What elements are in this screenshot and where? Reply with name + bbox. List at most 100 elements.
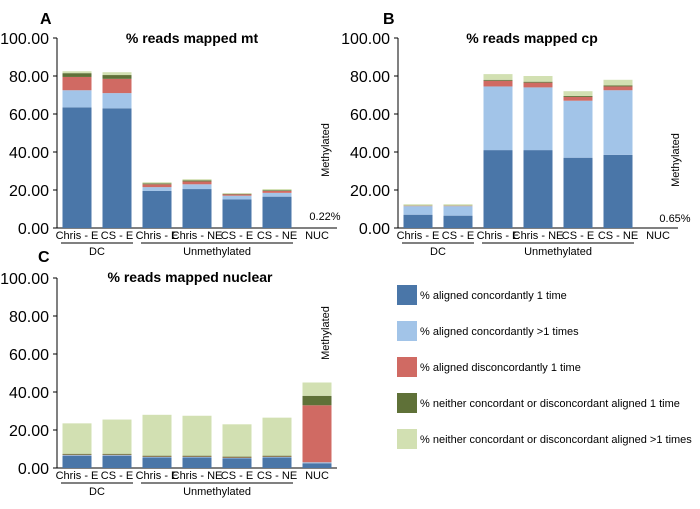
bar-segment-A-0-2 [62, 76, 92, 91]
x-tick-label: Chris - NE [513, 230, 564, 242]
group-label: DC [89, 486, 105, 498]
y-tick-label: 0.00 [359, 221, 390, 238]
bar-segment-C-0-1 [62, 455, 92, 456]
bar-segment-C-5-1 [262, 456, 292, 458]
bar-segment-A-0-1 [62, 90, 92, 108]
chart-panel-B: B % reads mapped cp 0.00 20.00 40.00 60.00 80.… [341, 11, 691, 258]
bar-segment-C-5-4 [262, 417, 292, 456]
legend-swatch-2 [397, 357, 417, 377]
y-tick-label: 80.00 [9, 69, 49, 86]
bar-segment-B-0-0 [403, 214, 433, 228]
bar-segment-A-5-0 [262, 196, 292, 228]
x-tick-label: CS - E [101, 470, 133, 482]
bar-segment-C-1-3 [102, 453, 132, 455]
legend: % aligned concordantly 1 time % aligned c… [397, 285, 692, 449]
chart-title: % reads mapped cp [466, 30, 598, 46]
panel-letter: B [383, 11, 395, 28]
bar-segment-B-4-3 [563, 95, 593, 97]
bar-segment-A-5-4 [262, 189, 292, 191]
bar-segment-C-5-0 [262, 457, 292, 468]
bar-segment-B-3-0 [523, 150, 553, 228]
x-tick-label: Chris - E [397, 230, 440, 242]
bar-segment-C-0-3 [62, 453, 92, 455]
y-tick-label: 60.00 [9, 347, 49, 364]
legend-swatch-4 [397, 429, 417, 449]
bar-segment-B-1-4 [443, 204, 473, 206]
bar-segment-B-1-0 [443, 215, 473, 228]
bar-segment-B-5-2 [603, 86, 633, 91]
bar-segment-C-1-1 [102, 455, 132, 456]
bar-segment-B-3-1 [523, 87, 553, 151]
methylated-annotation: Methylated [670, 133, 682, 187]
bar-segment-A-4-2 [222, 194, 252, 196]
bar-segment-B-3-3 [523, 81, 553, 83]
bar-segment-C-4-1 [222, 457, 252, 459]
bar-segment-B-4-0 [563, 157, 593, 228]
legend-swatch-3 [397, 393, 417, 413]
bar-segment-A-0-0 [62, 107, 92, 228]
bar-segment-A-1-2 [102, 78, 132, 94]
y-tick-label: 20.00 [9, 183, 49, 200]
bar-segment-C-6-0 [302, 463, 332, 468]
bar-segment-B-5-1 [603, 90, 633, 155]
bar-segment-A-3-4 [182, 179, 212, 181]
panel-letter: A [40, 11, 52, 28]
bar-segment-B-3-4 [523, 76, 553, 82]
bar-segment-C-1-4 [102, 419, 132, 454]
x-tick-label: Chris - E [56, 230, 99, 242]
bar-segment-A-1-1 [102, 93, 132, 109]
bar-segment-A-0-3 [62, 73, 92, 77]
y-tick-label: 80.00 [9, 309, 49, 326]
x-tick-label: CS - E [562, 230, 594, 242]
bar-segment-B-5-4 [603, 79, 633, 86]
bar-segment-A-5-1 [262, 192, 292, 197]
bar-segment-C-6-1 [302, 462, 332, 464]
legend-label-3: % neither concordant or disconcordant al… [420, 398, 680, 410]
bar-segment-B-0-4 [403, 204, 433, 206]
legend-swatch-0 [397, 285, 417, 305]
nuc-value-annotation: 0.22% [309, 211, 340, 223]
bar-segment-A-0-4 [62, 71, 92, 74]
legend-label-2: % aligned disconcordantly 1 time [420, 362, 581, 374]
x-tick-label: NUC [305, 470, 329, 482]
group-label: Unmethylated [183, 486, 251, 498]
methylated-annotation: Methylated [320, 123, 332, 177]
group-label: DC [89, 246, 105, 258]
bar-segment-C-4-4 [222, 424, 252, 457]
bar-segment-C-3-0 [182, 457, 212, 468]
bar-segment-C-0-4 [62, 423, 92, 454]
x-tick-label: Chris - E [136, 230, 179, 242]
bar-segment-A-2-1 [142, 187, 172, 191]
y-tick-label: 0.00 [18, 221, 49, 238]
x-tick-label: CS - E [101, 230, 133, 242]
chart-panel-C: C % reads mapped nuclear 0.00 20.00 40.00 60.… [0, 249, 337, 498]
bar-segment-C-2-1 [142, 456, 172, 458]
bar-segment-A-1-3 [102, 75, 132, 79]
bar-segment-B-1-1 [443, 206, 473, 216]
bar-segment-B-2-3 [483, 79, 513, 81]
y-tick-label: 100.00 [0, 271, 49, 288]
bar-segment-A-4-3 [222, 193, 252, 195]
panel-letter: C [38, 249, 50, 266]
x-tick-label: Chris - NE [172, 470, 223, 482]
x-tick-label: NUC [646, 230, 670, 242]
bar-segment-C-2-3 [142, 455, 172, 457]
bar-segment-C-4-0 [222, 458, 252, 468]
bar-segment-B-3-2 [523, 82, 553, 88]
bar-segment-B-5-0 [603, 154, 633, 228]
legend-label-1: % aligned concordantly >1 times [420, 326, 579, 338]
group-label: Unmethylated [183, 246, 251, 258]
bar-segment-A-1-4 [102, 72, 132, 76]
bar-segment-B-4-1 [563, 100, 593, 158]
x-tick-label: Chris - NE [172, 230, 223, 242]
bar-segment-C-6-4 [302, 382, 332, 396]
x-tick-label: Chris - E [56, 470, 99, 482]
bar-segment-A-3-1 [182, 184, 212, 190]
y-tick-label: 40.00 [350, 145, 390, 162]
x-tick-label: Chris - E [136, 470, 179, 482]
bar-segment-B-4-2 [563, 96, 593, 101]
y-tick-label: 20.00 [9, 423, 49, 440]
bar-segment-A-2-4 [142, 182, 172, 184]
x-tick-label: CS - E [221, 230, 253, 242]
